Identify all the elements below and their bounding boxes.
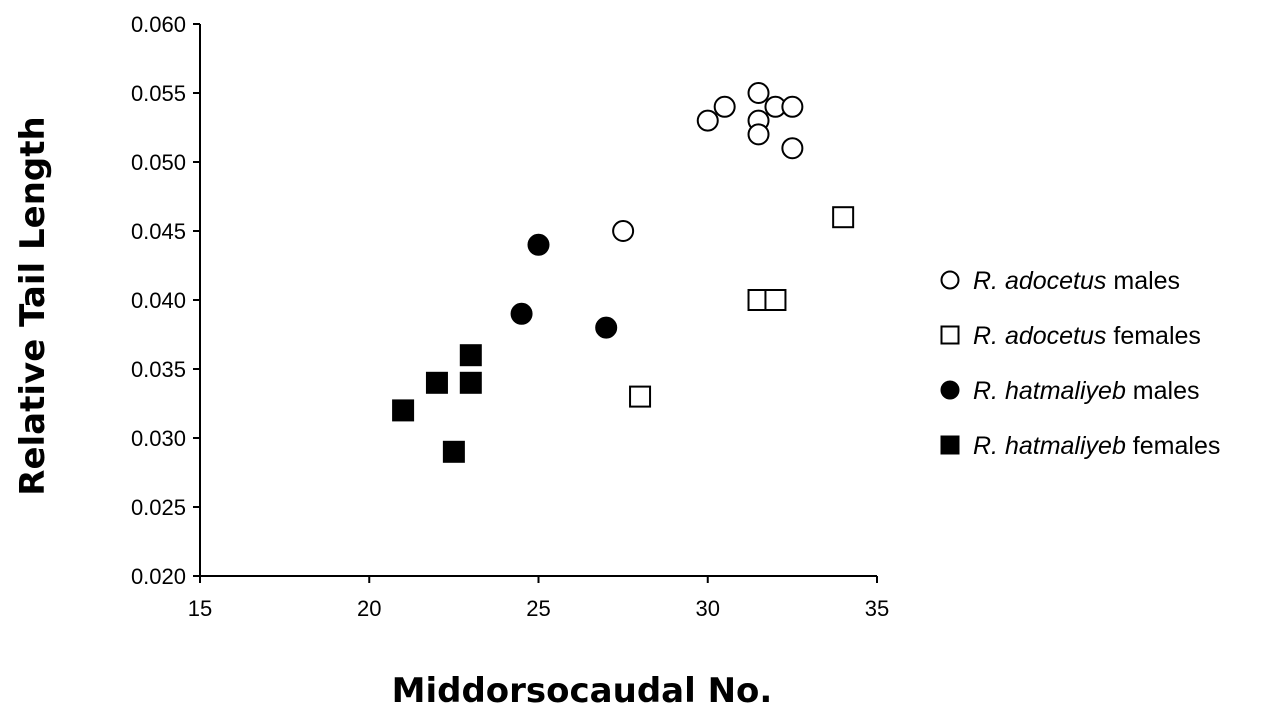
legend-group: males <box>1106 267 1180 295</box>
filled-square-point <box>442 440 465 463</box>
filled-circle-legend-icon <box>940 380 960 400</box>
legend-item: R. adocetus males <box>940 267 1180 295</box>
open-square-legend-icon <box>940 325 960 345</box>
y-tick-label: 0.060 <box>131 12 186 37</box>
open-square-point <box>764 289 787 311</box>
plot-area: 0.020 0.025 0.030 0.035 0.040 0.045 0.050 0.055… <box>131 12 889 621</box>
open-circle-point <box>747 82 770 104</box>
legend-label: R. hatmaliyeb males <box>973 377 1200 405</box>
legend-label: R. hatmaliyeb females <box>973 432 1220 460</box>
open-circle-point <box>713 95 736 118</box>
open-circle-point <box>781 137 804 160</box>
x-tick-label: 20 <box>357 596 381 621</box>
filled-circle-point <box>510 302 533 325</box>
legend-label: R. adocetus males <box>973 267 1180 295</box>
open-square-point <box>629 385 652 408</box>
x-axis-ticks: 15 20 25 30 35 <box>188 576 889 621</box>
open-circle-point <box>781 95 804 118</box>
filled-square-point <box>459 344 482 367</box>
legend-species: R. adocetus <box>973 267 1106 295</box>
y-axis-title: Relative Tail Length <box>13 116 53 495</box>
y-axis-ticks: 0.020 0.025 0.030 0.035 0.040 0.045 0.050 0.055… <box>131 12 200 589</box>
filled-square-point <box>392 399 415 422</box>
filled-circle-point <box>527 233 550 256</box>
legend-label: R. adocetus females <box>973 322 1201 350</box>
x-tick-label: 15 <box>188 596 212 621</box>
filled-circle-point <box>595 316 618 339</box>
open-circle-point <box>696 109 719 132</box>
x-tick-label: 35 <box>865 596 889 621</box>
y-tick-label: 0.040 <box>131 288 186 313</box>
y-tick-label: 0.020 <box>131 564 186 589</box>
x-axis-title: Middorsocaudal No. <box>392 671 773 705</box>
legend-item: R. hatmaliyeb females <box>940 432 1220 460</box>
y-tick-label: 0.055 <box>131 81 186 106</box>
y-tick-label: 0.030 <box>131 426 186 451</box>
filled-square-point <box>459 371 482 394</box>
filled-square-point <box>425 371 448 394</box>
open-square-point <box>832 206 855 229</box>
y-tick-label: 0.025 <box>131 495 186 520</box>
legend-species: R. hatmaliyeb <box>973 432 1126 460</box>
open-circle-point <box>612 220 635 242</box>
y-tick-label: 0.050 <box>131 150 186 175</box>
legend-item: R. hatmaliyeb males <box>940 377 1200 405</box>
x-tick-label: 25 <box>526 596 550 621</box>
open-circle-legend-icon <box>940 270 960 290</box>
legend-item: R. adocetus females <box>940 322 1201 350</box>
filled-square-legend-icon <box>940 435 960 455</box>
legend-species: R. adocetus <box>973 322 1106 350</box>
legend-group: females <box>1126 432 1220 460</box>
data-points <box>392 82 855 463</box>
y-tick-label: 0.035 <box>131 357 186 382</box>
x-tick-label: 30 <box>696 596 720 621</box>
y-tick-label: 0.045 <box>131 219 186 244</box>
legend-species: R. hatmaliyeb <box>973 377 1126 405</box>
legend-group: females <box>1106 322 1200 350</box>
legend-group: males <box>1126 377 1200 405</box>
open-circle-point <box>747 123 770 146</box>
